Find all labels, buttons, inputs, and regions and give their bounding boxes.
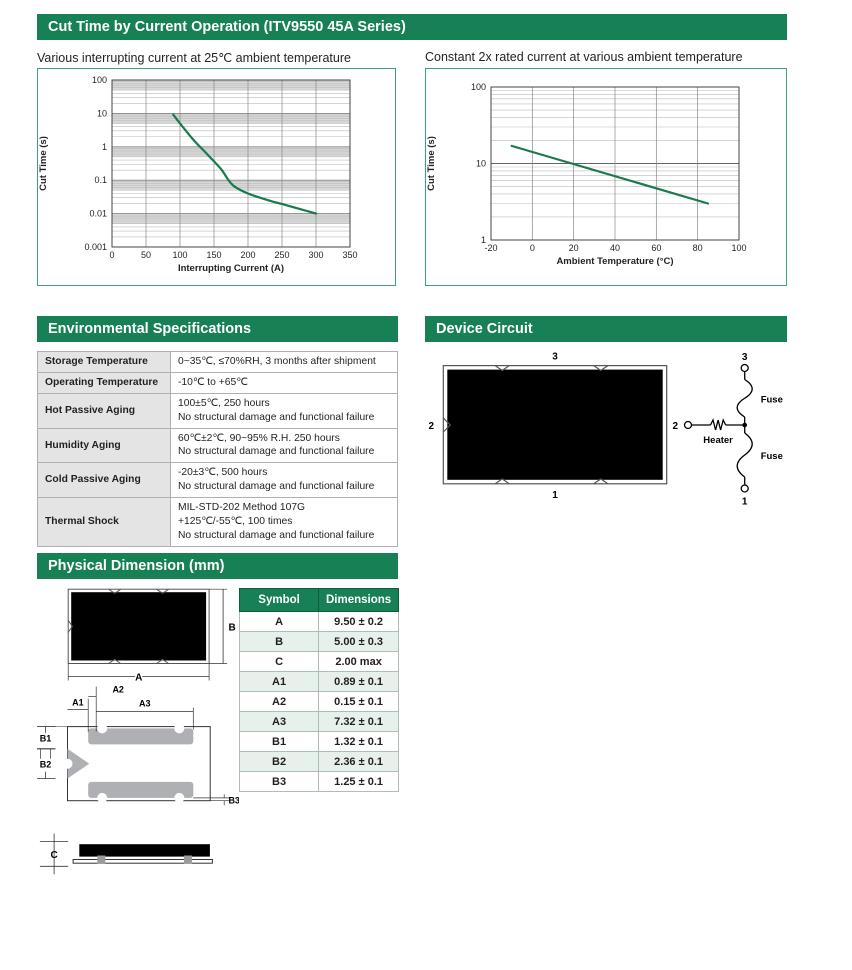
svg-text:A: A	[135, 673, 142, 684]
svg-text:60: 60	[651, 243, 661, 253]
svg-text:Cut Time (s): Cut Time (s)	[426, 136, 437, 191]
svg-text:A2: A2	[112, 685, 124, 695]
svg-text:0: 0	[530, 243, 535, 253]
svg-text:3: 3	[742, 352, 748, 363]
svg-text:100: 100	[731, 243, 746, 253]
svg-text:-20: -20	[484, 243, 497, 253]
svg-text:200: 200	[240, 250, 255, 260]
svg-text:Fuse: Fuse	[761, 394, 783, 405]
svg-text:0: 0	[109, 250, 114, 260]
svg-text:B: B	[228, 622, 235, 633]
svg-text:B1: B1	[40, 734, 52, 744]
svg-text:10: 10	[97, 108, 107, 118]
svg-text:Ambient Temperature (°C): Ambient Temperature (°C)	[556, 256, 673, 267]
svg-text:40: 40	[610, 243, 620, 253]
svg-text:A3: A3	[139, 699, 151, 709]
svg-text:20: 20	[569, 243, 579, 253]
svg-text:B2: B2	[40, 760, 52, 770]
svg-text:Heater: Heater	[703, 435, 733, 446]
svg-text:2: 2	[672, 421, 678, 432]
svg-text:100: 100	[172, 250, 187, 260]
svg-text:2: 2	[429, 421, 435, 432]
svg-text:80: 80	[693, 243, 703, 253]
svg-text:1: 1	[552, 490, 558, 501]
svg-text:50: 50	[141, 250, 151, 260]
svg-text:C: C	[50, 850, 57, 861]
svg-text:1: 1	[742, 497, 748, 508]
svg-text:100: 100	[92, 75, 107, 85]
svg-text:10: 10	[476, 159, 486, 169]
svg-text:A1: A1	[72, 698, 84, 708]
svg-text:0.001: 0.001	[84, 242, 107, 252]
svg-text:Cut Time (s): Cut Time (s)	[38, 136, 49, 191]
svg-text:Interrupting Current (A): Interrupting Current (A)	[178, 263, 284, 274]
svg-text:B3: B3	[228, 795, 239, 805]
svg-text:0.1: 0.1	[94, 175, 107, 185]
svg-text:0.01: 0.01	[89, 209, 107, 219]
svg-text:250: 250	[274, 250, 289, 260]
svg-text:350: 350	[342, 250, 357, 260]
svg-text:150: 150	[206, 250, 221, 260]
svg-text:Fuse: Fuse	[761, 451, 783, 462]
svg-text:1: 1	[102, 142, 107, 152]
svg-text:300: 300	[308, 250, 323, 260]
svg-text:3: 3	[552, 352, 558, 363]
svg-text:100: 100	[471, 82, 486, 92]
